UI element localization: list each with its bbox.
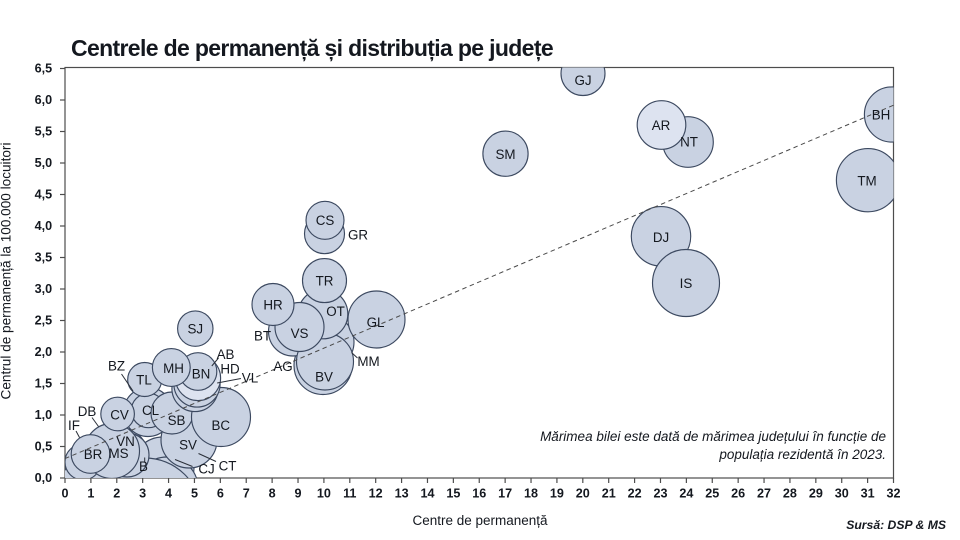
svg-text:BH: BH: [872, 108, 891, 123]
svg-text:30: 30: [835, 487, 849, 501]
svg-text:HD: HD: [220, 362, 240, 377]
svg-text:13: 13: [395, 487, 409, 501]
svg-text:OT: OT: [326, 304, 345, 319]
svg-text:AR: AR: [652, 118, 671, 133]
svg-text:BC: BC: [211, 418, 230, 433]
svg-text:TM: TM: [857, 174, 876, 189]
svg-text:GL: GL: [367, 315, 385, 330]
svg-text:18: 18: [524, 487, 538, 501]
svg-text:Centrele de permanență și dist: Centrele de permanență și distribuția pe…: [71, 35, 553, 62]
svg-text:24: 24: [679, 487, 693, 501]
svg-text:0,5: 0,5: [35, 439, 53, 453]
svg-text:populația rezidentă în 2023.: populația rezidentă în 2023.: [718, 447, 886, 462]
svg-text:1,5: 1,5: [35, 376, 53, 390]
svg-text:NT: NT: [680, 135, 698, 150]
svg-text:GJ: GJ: [574, 73, 591, 88]
svg-text:6,0: 6,0: [35, 93, 53, 107]
svg-text:4: 4: [165, 487, 172, 501]
svg-text:16: 16: [472, 487, 486, 501]
svg-text:29: 29: [809, 487, 823, 501]
svg-text:2,5: 2,5: [35, 313, 53, 327]
svg-text:1: 1: [87, 487, 94, 501]
svg-text:20: 20: [576, 487, 590, 501]
svg-text:10: 10: [317, 487, 331, 501]
svg-text:SM: SM: [495, 147, 515, 162]
svg-text:31: 31: [861, 487, 875, 501]
svg-text:Mărimea bilei este dată de măr: Mărimea bilei este dată de mărimea județ…: [540, 429, 886, 444]
svg-text:BR: BR: [84, 447, 103, 462]
svg-text:19: 19: [550, 487, 564, 501]
svg-text:AG: AG: [273, 359, 292, 374]
svg-text:CJ: CJ: [198, 462, 214, 477]
svg-text:TR: TR: [316, 274, 334, 289]
svg-text:28: 28: [783, 487, 797, 501]
svg-text:5: 5: [191, 487, 198, 501]
svg-text:BZ: BZ: [108, 359, 125, 374]
svg-text:26: 26: [731, 487, 745, 501]
svg-text:6: 6: [217, 487, 224, 501]
svg-text:BT: BT: [254, 329, 271, 344]
svg-text:SB: SB: [168, 413, 186, 428]
svg-text:5,5: 5,5: [35, 124, 53, 138]
svg-text:12: 12: [369, 487, 383, 501]
svg-text:CL: CL: [142, 403, 159, 418]
svg-text:B: B: [139, 459, 148, 474]
svg-text:CT: CT: [219, 459, 237, 474]
svg-text:DB: DB: [78, 404, 97, 419]
svg-text:2: 2: [113, 487, 120, 501]
svg-text:Sursă: DSP & MS: Sursă: DSP & MS: [846, 518, 946, 532]
svg-text:CV: CV: [110, 408, 129, 423]
svg-text:27: 27: [757, 487, 771, 501]
svg-text:9: 9: [295, 487, 302, 501]
svg-text:8: 8: [269, 487, 276, 501]
svg-text:3,0: 3,0: [35, 282, 53, 296]
svg-text:HR: HR: [263, 298, 283, 313]
svg-text:MH: MH: [163, 361, 184, 376]
svg-text:14: 14: [420, 487, 434, 501]
svg-text:0: 0: [61, 487, 68, 501]
svg-text:5,0: 5,0: [35, 156, 53, 170]
svg-text:VL: VL: [242, 371, 258, 386]
svg-text:IF: IF: [68, 418, 80, 433]
svg-text:32: 32: [886, 487, 900, 501]
svg-text:0,0: 0,0: [35, 471, 53, 485]
svg-text:MS: MS: [108, 446, 128, 461]
svg-text:22: 22: [628, 487, 642, 501]
svg-text:MM: MM: [357, 354, 379, 369]
svg-text:SV: SV: [179, 438, 197, 453]
svg-text:15: 15: [446, 487, 460, 501]
svg-text:4,5: 4,5: [35, 187, 53, 201]
svg-text:21: 21: [602, 487, 616, 501]
svg-text:2,0: 2,0: [35, 345, 53, 359]
svg-text:CS: CS: [316, 213, 335, 228]
svg-text:7: 7: [243, 487, 250, 501]
svg-text:6,5: 6,5: [35, 61, 53, 75]
svg-text:VS: VS: [291, 326, 309, 341]
svg-text:TL: TL: [136, 373, 152, 388]
svg-text:23: 23: [653, 487, 667, 501]
svg-text:Centre de permanență: Centre de permanență: [412, 513, 548, 528]
svg-text:Centrul de permanență la 100.0: Centrul de permanență la 100.000 locuito…: [0, 143, 14, 400]
svg-text:GR: GR: [348, 228, 368, 243]
svg-text:BV: BV: [315, 370, 333, 385]
svg-text:AB: AB: [217, 347, 235, 362]
svg-text:4,0: 4,0: [35, 219, 53, 233]
svg-text:IS: IS: [680, 276, 693, 291]
svg-text:SJ: SJ: [187, 322, 203, 337]
svg-text:11: 11: [343, 487, 356, 501]
svg-text:17: 17: [498, 487, 512, 501]
svg-text:3,5: 3,5: [35, 250, 53, 264]
svg-text:3: 3: [139, 487, 146, 501]
svg-text:BN: BN: [192, 367, 211, 382]
svg-text:25: 25: [705, 487, 719, 501]
svg-text:DJ: DJ: [653, 230, 669, 245]
svg-text:1,0: 1,0: [35, 408, 53, 422]
svg-text:VN: VN: [116, 434, 135, 449]
